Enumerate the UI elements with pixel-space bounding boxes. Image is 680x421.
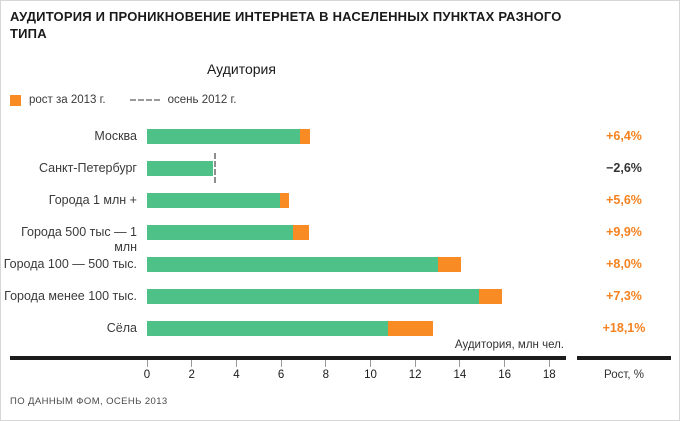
category-label: Города 500 тыс — 1 млн [21,225,137,254]
x-axis-tick-mark [548,360,550,367]
x-axis-tick-label: 6 [277,369,285,381]
category-label: Города 100 — 500 тыс. [3,257,137,271]
x-axis-tick-mark [504,360,506,367]
category-label: Сёла [106,321,137,335]
category-label: Города менее 100 тыс. [4,289,137,303]
x-axis-tick-label: 16 [498,369,511,381]
audience-bar-green [147,193,280,208]
growth-legend-label: рост за 2013 г. [29,94,106,106]
audience-bar-green [147,161,213,176]
growth-column-label: Рост, % [604,369,644,381]
source-note: ПО ДАННЫМ ФОМ, ОСЕНЬ 2013 [10,396,168,407]
growth-column-axis-line [577,356,671,360]
x-axis-tick-mark [146,360,148,367]
x-axis-tick-label: 12 [408,369,422,381]
page-title: АУДИТОРИЯ И ПРОНИКНОВЕНИЕ ИНТЕРНЕТА В НА… [10,9,562,41]
growth-percent-value: +18,1% [602,321,646,335]
audience-bar-green [147,129,301,144]
chart-legend: рост за 2013 г. осень 2012 г. [10,93,236,107]
audience-bar-green [147,289,479,304]
x-axis-line [10,356,566,360]
x-axis-tick-label: 0 [143,369,151,381]
x-axis-tick-label: 10 [364,369,377,381]
growth-percent-value: +9,9% [606,225,642,239]
growth-percent-value: −2,6% [606,161,642,175]
growth-bar-orange [478,289,503,304]
growth-bar-orange [300,129,311,144]
audience-bar-green [147,321,389,336]
audience-bar-green [147,225,294,240]
growth-legend-swatch-icon [10,94,21,106]
x-axis-tick-mark [325,360,327,367]
x-axis-tick-mark [459,360,461,367]
growth-percent-value: +6,4% [606,129,642,143]
x-axis-tick-label: 8 [322,369,329,381]
x-axis-tick-mark [280,360,282,367]
dashed-legend-label: осень 2012 г. [167,94,237,106]
growth-bar-orange [293,225,309,240]
growth-percent-value: +5,6% [606,193,642,207]
audience-bar-green [147,257,438,272]
chart-subtitle: Аудитория [207,61,276,77]
x-axis-tick-label: 18 [542,369,556,381]
growth-bar-orange [437,257,462,272]
x-axis-tick-label: 14 [453,369,467,381]
x-axis-tick-label: 2 [188,369,195,381]
growth-percent-value: +8,0% [606,257,642,271]
growth-percent-value: +7,3% [606,289,642,303]
x-axis-tick-mark [414,360,416,367]
category-label: Москва [94,129,137,143]
x-axis-label: Аудитория, млн чел. [454,339,564,351]
x-axis-tick-mark [235,360,237,367]
x-axis-tick-label: 4 [233,369,240,381]
category-label: Города 1 млн + [48,193,137,207]
x-axis-tick-mark [191,360,193,367]
category-label: Санкт-Петербург [38,161,137,175]
x-axis-tick-mark [370,360,371,367]
autumn-2012-dashed-marker [214,153,217,183]
growth-bar-orange [280,193,289,208]
growth-bar-orange [388,321,434,336]
dashed-line-legend-icon [129,99,160,101]
